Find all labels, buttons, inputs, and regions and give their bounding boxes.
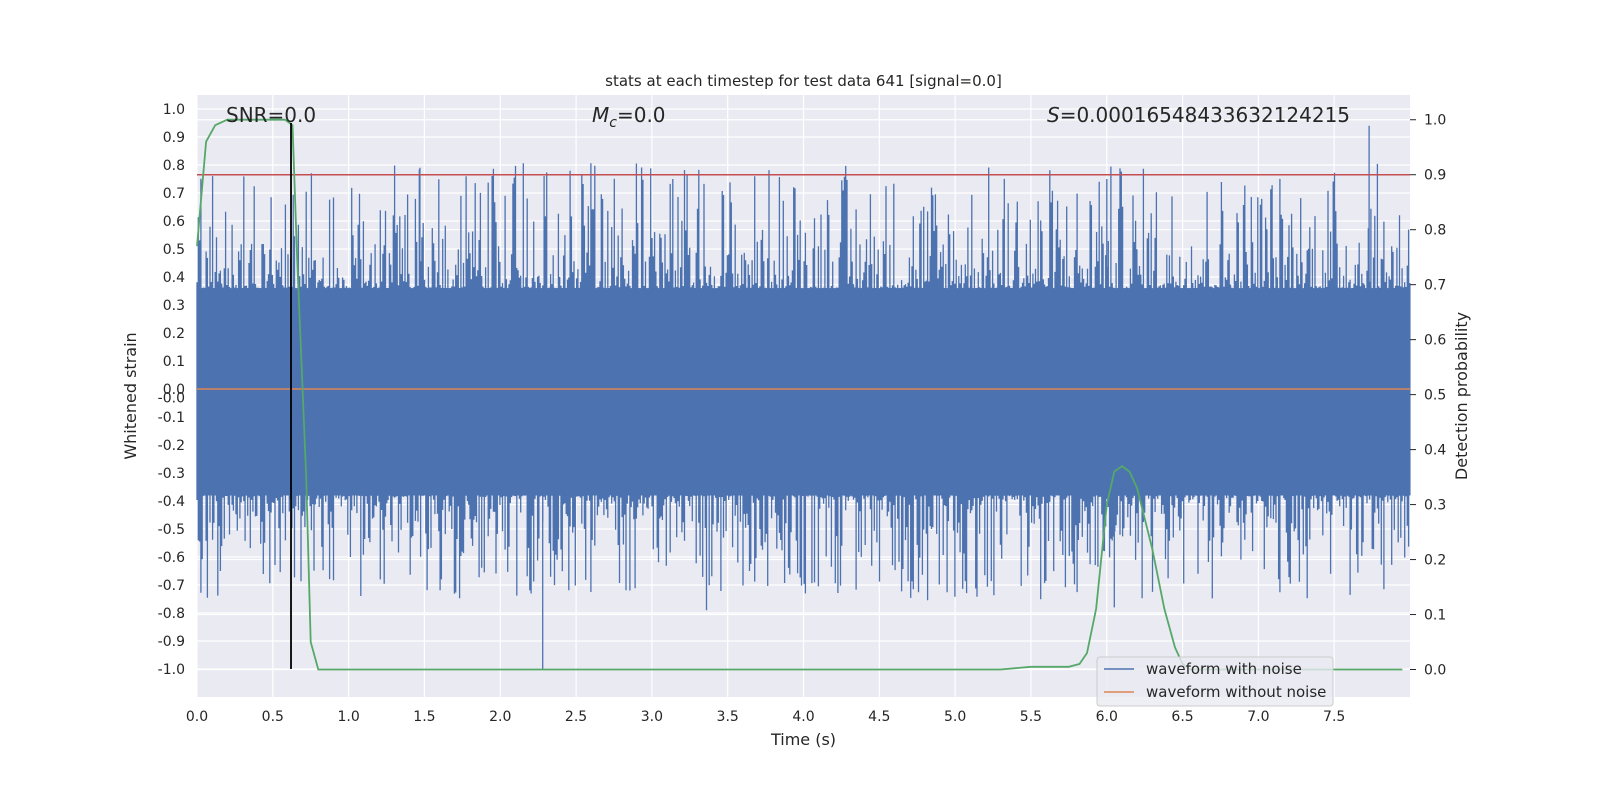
y-tick-label: 0.7 [163, 186, 185, 202]
x-tick-label: 5.5 [1020, 709, 1042, 725]
noise-trace [196, 125, 1411, 669]
chirp-mass-annotation: Mc=0.0 [592, 103, 666, 131]
detection-probability-line [196, 118, 1403, 671]
axis-ticks: 0.0 0.5 1.0 1.5 2.0 2.5 3.0 3.5 4.0 4.5 5.0 5.5 6.0 6… [158, 102, 1447, 725]
x-tick-label: 1.5 [413, 709, 435, 725]
y2-tick-label: 0.7 [1424, 278, 1446, 294]
legend-label-noise: waveform with noise [1146, 660, 1302, 678]
mc-value: =0.0 [617, 103, 666, 127]
y-tick-label: -0.9 [158, 634, 185, 650]
snr-annotation: SNR=0.0 [226, 103, 316, 127]
legend: waveform with noise waveform without noi… [1096, 656, 1334, 707]
y2-tick-label: 0.6 [1424, 333, 1446, 349]
x-tick-label: 7.0 [1247, 709, 1269, 725]
y-tick-label: -0.4 [158, 494, 185, 510]
y-tick-label: -1.0 [158, 662, 185, 678]
x-tick-label: 7.5 [1323, 709, 1345, 725]
y-tick-label: 0.6 [163, 214, 185, 230]
x-tick-label: 2.5 [565, 709, 587, 725]
y-tick-label: -0.7 [158, 578, 185, 594]
y2-tick-label: 0.9 [1424, 168, 1446, 184]
s-symbol: S [1047, 103, 1060, 127]
x-tick-label: 4.5 [868, 709, 890, 725]
s-value: =0.00016548433632124215 [1060, 103, 1350, 127]
y-axis-label: Whitened strain [121, 332, 140, 459]
x-tick-label: 6.0 [1096, 709, 1118, 725]
x-tick-label: 2.0 [489, 709, 511, 725]
y-tick-label: 0.5 [163, 242, 185, 258]
x-tick-label: 3.0 [641, 709, 663, 725]
y-tick-label: 0.3 [163, 298, 185, 314]
score-annotation: S=0.00016548433632124215 [1047, 103, 1350, 127]
legend-label-no-noise: waveform without noise [1146, 683, 1326, 701]
overlay-lines [196, 118, 1410, 671]
y-tick-label: -0.2 [158, 438, 185, 454]
y2-tick-label: 0.1 [1424, 608, 1446, 624]
waveform-with-noise-series [196, 125, 1411, 669]
legend-box [1096, 656, 1334, 707]
x-tick-label: 3.5 [717, 709, 739, 725]
y2-tick-label: 0.5 [1424, 388, 1446, 404]
y-tick-label: 0.4 [163, 270, 185, 286]
y2-tick-label: 0.2 [1424, 553, 1446, 569]
mc-symbol: M [592, 103, 609, 127]
y2-tick-label: 0.3 [1424, 498, 1446, 514]
x-tick-label: 6.5 [1171, 709, 1193, 725]
y-tick-label: 0.8 [163, 158, 185, 174]
y2-tick-label: 1.0 [1424, 113, 1446, 129]
y-tick-label: 0.1 [163, 354, 185, 370]
y-tick-label: -0.6 [158, 550, 185, 566]
y-tick-label: -0.3 [158, 466, 185, 482]
y-tick-label: -0.8 [158, 606, 185, 622]
mc-subscript: c [609, 115, 617, 131]
x-tick-label: 0.5 [262, 709, 284, 725]
y-tick-label: -0.5 [158, 522, 185, 538]
x-axis-label: Time (s) [770, 730, 836, 749]
y-tick-label: -0.1 [158, 410, 185, 426]
x-tick-label: 1.0 [337, 709, 359, 725]
x-tick-label: 0.0 [186, 709, 208, 725]
y2-axis-label: Detection probability [1452, 312, 1471, 480]
y2-tick-label: 0.0 [1424, 663, 1446, 679]
chart-title: stats at each timestep for test data 641… [605, 72, 1002, 90]
y2-tick-label: 0.8 [1424, 223, 1446, 239]
y-tick-label: 1.0 [163, 102, 185, 118]
y2-tick-label: 0.4 [1424, 443, 1446, 459]
x-tick-label: 5.0 [944, 709, 966, 725]
x-tick-label: 4.0 [792, 709, 814, 725]
y-tick-label: 0.2 [163, 326, 185, 342]
y-tick-label: 0.9 [163, 130, 185, 146]
y-tick-label: -0.0 [158, 390, 185, 406]
y-tick-label: 0.0 [163, 382, 185, 398]
